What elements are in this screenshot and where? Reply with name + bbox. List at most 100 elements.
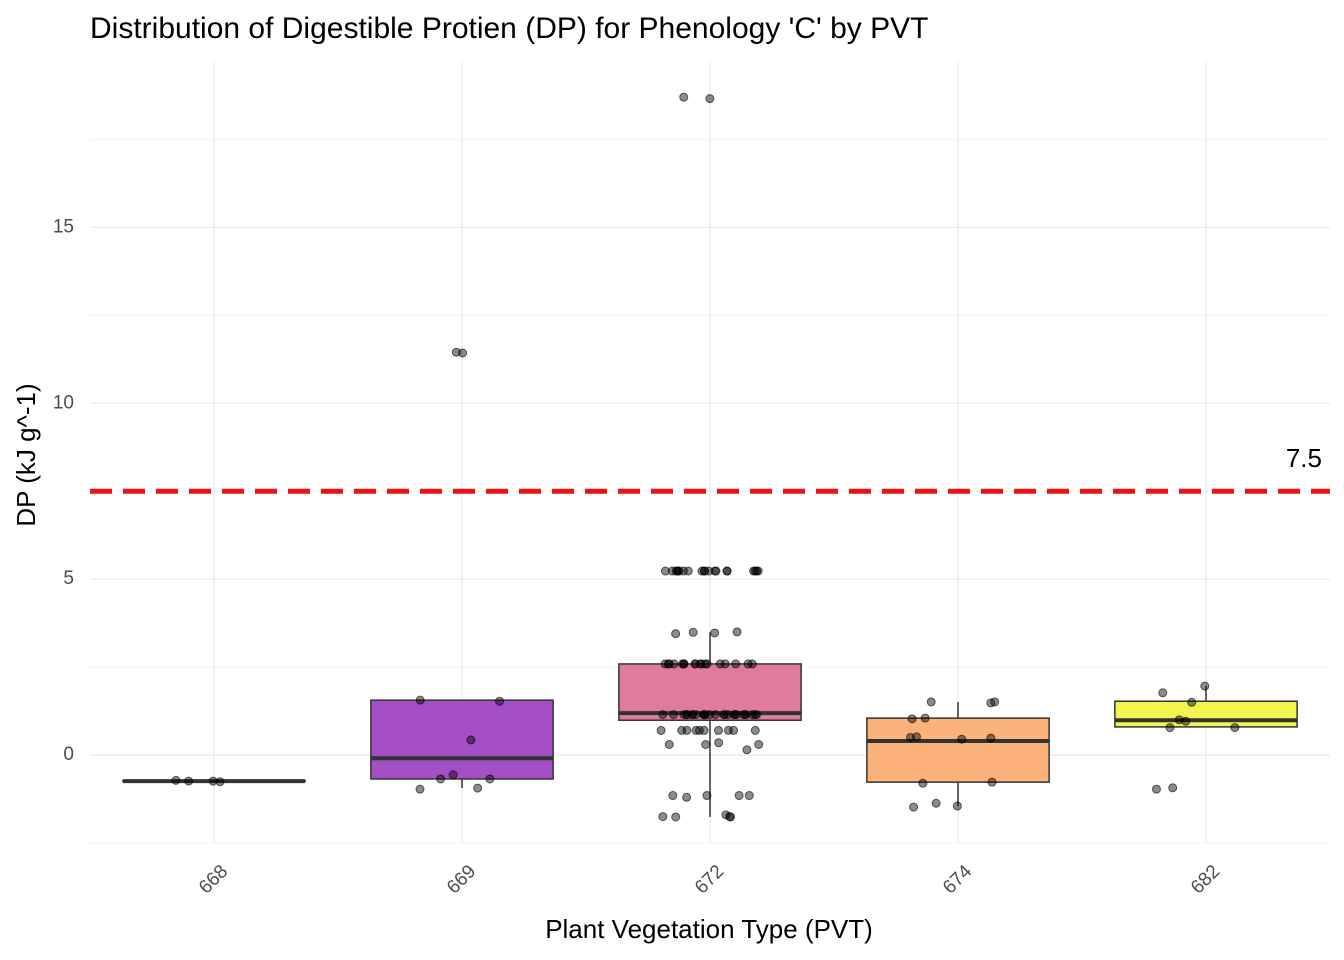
- point: [741, 710, 751, 720]
- point: [679, 92, 689, 102]
- point: [699, 710, 709, 720]
- point: [720, 659, 730, 669]
- point: [667, 566, 677, 576]
- point: [721, 810, 731, 820]
- point: [682, 792, 692, 802]
- point: [952, 801, 962, 811]
- y-tick-label: 10: [53, 392, 74, 413]
- point: [184, 776, 194, 786]
- point: [697, 566, 707, 576]
- point: [926, 697, 936, 707]
- point: [679, 710, 689, 720]
- point: [1168, 783, 1178, 793]
- point: [1181, 716, 1191, 726]
- point: [495, 696, 505, 706]
- point: [208, 776, 218, 786]
- point: [683, 566, 693, 576]
- point: [415, 784, 425, 794]
- point: [710, 566, 720, 576]
- point: [1158, 688, 1168, 698]
- point: [986, 698, 996, 708]
- point: [660, 566, 670, 576]
- chart-title: Distribution of Digestible Protien (DP) …: [90, 12, 928, 45]
- box: [866, 717, 1050, 783]
- point: [732, 627, 742, 637]
- point: [691, 725, 701, 735]
- point: [742, 745, 752, 755]
- point: [658, 812, 668, 822]
- point: [1174, 715, 1184, 725]
- point: [688, 627, 698, 637]
- point: [1187, 697, 1197, 707]
- point: [710, 628, 720, 638]
- point: [907, 714, 917, 724]
- x-tick-label: 682: [1187, 861, 1224, 898]
- point: [215, 777, 225, 787]
- point: [731, 659, 741, 669]
- point: [722, 566, 732, 576]
- y-tick-label: 15: [53, 216, 74, 237]
- point: [1151, 784, 1161, 794]
- box: [1114, 700, 1298, 728]
- point: [957, 734, 967, 744]
- point: [710, 710, 720, 720]
- threshold-label: 7.5: [1286, 443, 1322, 473]
- point: [1230, 723, 1240, 733]
- point: [473, 783, 483, 793]
- point: [918, 778, 928, 788]
- point: [696, 659, 706, 669]
- point: [753, 566, 763, 576]
- point: [719, 710, 729, 720]
- point: [702, 791, 712, 801]
- y-tick-label: 5: [63, 568, 74, 589]
- point: [678, 566, 688, 576]
- point: [1200, 681, 1210, 691]
- point: [415, 695, 425, 705]
- point: [694, 725, 704, 735]
- point: [750, 566, 760, 576]
- point: [986, 733, 996, 743]
- point: [669, 659, 679, 669]
- point: [171, 775, 181, 785]
- point: [671, 629, 681, 639]
- x-axis-label: Plant Vegetation Type (PVT): [545, 914, 873, 944]
- point: [714, 725, 724, 735]
- point: [668, 791, 678, 801]
- point: [448, 770, 458, 780]
- point: [658, 710, 668, 720]
- box: [370, 699, 554, 780]
- point: [671, 812, 681, 822]
- point: [714, 738, 724, 748]
- point: [715, 659, 725, 669]
- point: [909, 802, 919, 812]
- point: [734, 791, 744, 801]
- point: [678, 659, 688, 669]
- point: [660, 659, 670, 669]
- point: [664, 739, 674, 749]
- point: [920, 713, 930, 723]
- point: [931, 798, 941, 808]
- point: [987, 777, 997, 787]
- point: [729, 725, 739, 735]
- point: [699, 725, 709, 735]
- point: [682, 725, 692, 735]
- point: [458, 348, 468, 358]
- point: [743, 659, 753, 669]
- point: [701, 739, 711, 749]
- point: [691, 710, 701, 720]
- point: [747, 710, 757, 720]
- point: [436, 774, 446, 784]
- point: [705, 94, 715, 104]
- point: [656, 725, 666, 735]
- x-tick-label: 669: [443, 861, 480, 898]
- point: [688, 710, 698, 720]
- point: [754, 739, 764, 749]
- point: [1165, 723, 1175, 733]
- point: [668, 710, 678, 720]
- point: [672, 566, 682, 576]
- point: [905, 732, 915, 742]
- point: [744, 791, 754, 801]
- point: [730, 710, 740, 720]
